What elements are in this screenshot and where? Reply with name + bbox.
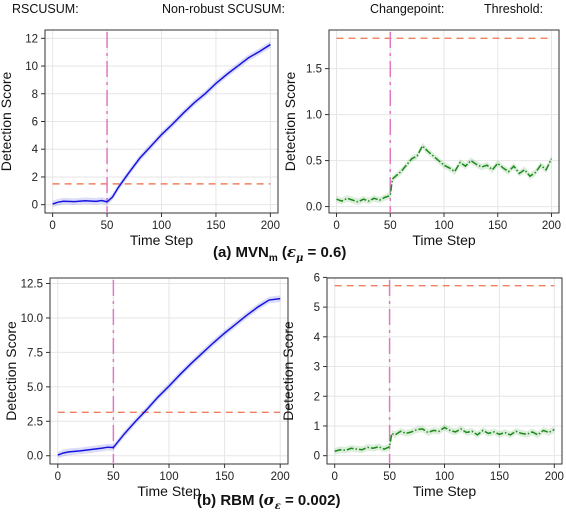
y-tick-label: 4 [32,144,39,156]
x-axis-label: Time Step [130,232,193,248]
x-tick-label: 100 [435,471,454,483]
y-tick-label: 0.0 [306,202,322,214]
y-tick-label: 4 [314,332,321,344]
x-tick-label: 50 [107,471,120,483]
x-tick-label: 100 [434,220,453,232]
legend-label-scusum: Non-robust SCUSUM: [162,2,285,16]
y-tick-label: 2 [32,172,38,184]
y-axis-label: Detection Score [282,71,298,171]
x-axis-label: Time Step [137,483,200,499]
x-axis-label: Time Step [413,483,476,499]
x-tick-label: 150 [488,220,507,232]
x-tick-label: 200 [545,471,564,483]
x-tick-label: 50 [383,471,396,483]
legend: RSCUSUM: Non-robust SCUSUM: Changepoint:… [0,0,566,22]
y-tick-label: 0.0 [27,451,43,463]
y-tick-label: 0.5 [306,156,322,168]
x-tick-label: 150 [490,471,509,483]
y-tick-label: 12 [25,33,38,45]
caption-b: (b) RBM (σε = 0.002) [197,491,341,512]
y-tick-label: 12.5 [21,279,43,291]
y-tick-label: 2.5 [27,416,43,428]
y-tick-label: 1.0 [306,110,322,122]
y-tick-label: 5.0 [27,382,43,394]
y-axis-label: Detection Score [280,321,296,421]
series-line [57,297,281,456]
series-line [334,426,555,452]
y-tick-label: 1.5 [306,64,322,76]
chart-mvn-scusum: 0 50 100 150 200 0.0 0.5 1.0 1.5 Time Step Detecti… [282,29,561,248]
x-tick-label: 100 [159,471,178,483]
series-line [52,43,271,205]
confidence-band [57,295,281,459]
y-tick-label: 10.0 [21,313,43,325]
confidence-band [336,142,552,206]
y-tick-label: 6 [32,117,38,129]
y-tick-label: 6 [314,272,320,284]
y-tick-label: 1 [314,421,320,433]
legend-label-rscusum: RSCUSUM: [12,2,79,16]
x-axis-label: Time Step [412,232,475,248]
x-tick-label: 0 [333,220,339,232]
x-tick-label: 50 [384,220,397,232]
y-tick-label: 10 [25,61,38,73]
y-tick-label: 0 [32,200,38,212]
x-tick-label: 0 [55,471,61,483]
chart-rbm-scusum: 0 50 100 150 200 0 1 2 3 4 5 6 Time Step Detection Sc… [280,272,564,499]
y-tick-label: 8 [32,89,38,101]
y-axis-label: Detection Score [0,71,14,171]
caption-a: (a) MVNm (εμ = 0.6) [213,243,347,264]
x-tick-label: 0 [331,471,337,483]
chart-mvn-rscusum: 0 50 100 150 200 0 2 4 6 8 10 12 Time Step Detection … [0,29,280,248]
legend-label-threshold: Threshold: [484,2,544,16]
chart-rbm-rscusum: 0 50 100 150 200 0.0 2.5 5.0 7.5 10.0 12.5 Time Ste… [3,277,290,499]
y-tick-label: 3 [314,362,320,374]
confidence-band [334,424,555,455]
x-tick-label: 50 [101,220,114,232]
y-tick-label: 0 [314,451,320,463]
y-tick-label: 5 [314,302,320,314]
x-tick-label: 150 [206,220,225,232]
x-tick-label: 200 [261,220,280,232]
y-axis-label: Detection Score [3,321,19,421]
legend-label-changepoint: Changepoint: [370,2,445,16]
x-tick-label: 200 [271,471,290,483]
y-tick-label: 2 [314,391,320,403]
y-tick-label: 7.5 [27,347,43,359]
x-tick-label: 0 [49,220,55,232]
x-tick-label: 150 [215,471,234,483]
x-tick-label: 200 [542,220,561,232]
series-line [336,144,553,203]
x-tick-label: 100 [152,220,171,232]
